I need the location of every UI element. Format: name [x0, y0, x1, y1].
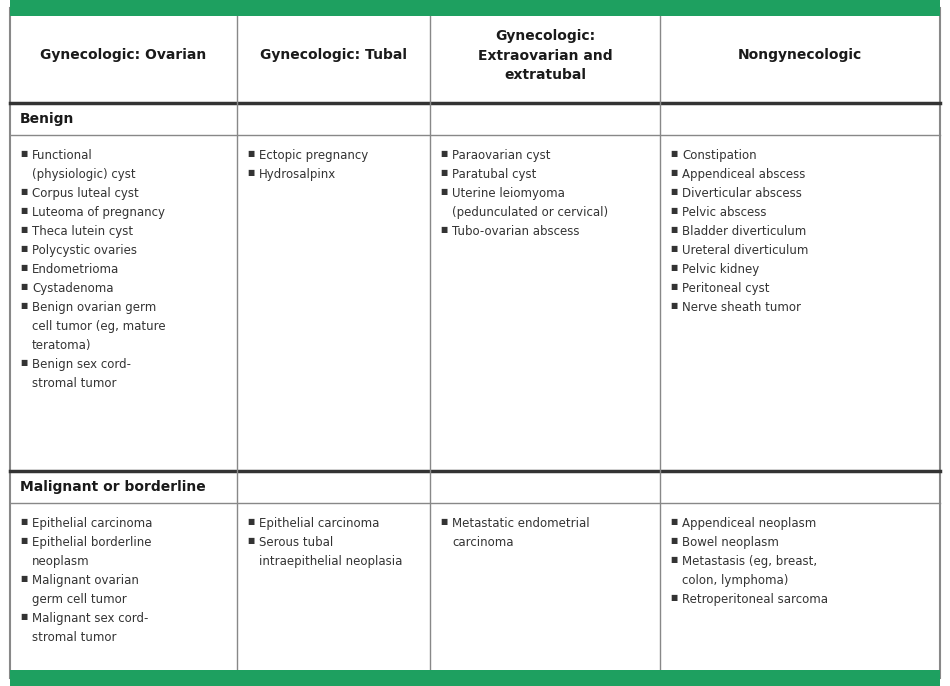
Text: Appendiceal neoplasm: Appendiceal neoplasm — [682, 517, 816, 530]
Text: Malignant ovarian: Malignant ovarian — [32, 574, 139, 587]
Text: Cystadenoma: Cystadenoma — [32, 282, 113, 295]
Bar — [10, 677, 940, 686]
Text: ■: ■ — [670, 517, 677, 526]
Text: Ectopic pregnancy: Ectopic pregnancy — [259, 149, 369, 162]
Text: ■: ■ — [247, 517, 255, 526]
Text: ■: ■ — [670, 187, 677, 196]
Bar — [10, 670, 940, 686]
Text: Serous tubal: Serous tubal — [259, 536, 333, 549]
Text: Peritoneal cyst: Peritoneal cyst — [682, 282, 770, 295]
Text: Hydrosalpinx: Hydrosalpinx — [259, 168, 336, 181]
Text: ■: ■ — [20, 517, 28, 526]
Text: ■: ■ — [20, 244, 28, 253]
Text: Nongynecologic: Nongynecologic — [738, 49, 863, 62]
Text: ■: ■ — [20, 536, 28, 545]
Text: Metastatic endometrial: Metastatic endometrial — [452, 517, 590, 530]
Text: Functional: Functional — [32, 149, 93, 162]
Bar — [10, 0, 940, 16]
Text: ■: ■ — [20, 574, 28, 583]
Text: Corpus luteal cyst: Corpus luteal cyst — [32, 187, 139, 200]
Text: ■: ■ — [20, 187, 28, 196]
Bar — [10, 471, 940, 503]
Text: neoplasm: neoplasm — [32, 555, 89, 568]
Text: Pelvic abscess: Pelvic abscess — [682, 206, 767, 219]
Text: Theca lutein cyst: Theca lutein cyst — [32, 225, 133, 238]
Text: Constipation: Constipation — [682, 149, 756, 162]
Text: Epithelial borderline: Epithelial borderline — [32, 536, 151, 549]
Text: ■: ■ — [247, 536, 255, 545]
Text: colon, lymphoma): colon, lymphoma) — [682, 574, 788, 587]
Text: ■: ■ — [20, 206, 28, 215]
Text: Diverticular abscess: Diverticular abscess — [682, 187, 802, 200]
Text: ■: ■ — [670, 149, 677, 158]
Text: ■: ■ — [670, 206, 677, 215]
Text: ■: ■ — [20, 263, 28, 272]
Text: Luteoma of pregnancy: Luteoma of pregnancy — [32, 206, 165, 219]
Text: (pedunculated or cervical): (pedunculated or cervical) — [452, 206, 608, 219]
Text: Retroperitoneal sarcoma: Retroperitoneal sarcoma — [682, 593, 828, 606]
Text: ■: ■ — [440, 225, 447, 234]
Bar — [10, 503, 940, 678]
Text: Metastasis (eg, breast,: Metastasis (eg, breast, — [682, 555, 817, 568]
Text: teratoma): teratoma) — [32, 339, 91, 352]
Text: ■: ■ — [670, 301, 677, 310]
Text: Gynecologic:
Extraovarian and
extratubal: Gynecologic: Extraovarian and extratubal — [478, 29, 613, 82]
Text: Benign ovarian germ: Benign ovarian germ — [32, 301, 156, 314]
Text: stromal tumor: stromal tumor — [32, 631, 117, 644]
Text: ■: ■ — [440, 187, 447, 196]
Text: Appendiceal abscess: Appendiceal abscess — [682, 168, 806, 181]
Text: Tubo-ovarian abscess: Tubo-ovarian abscess — [452, 225, 580, 238]
Text: Benign sex cord-: Benign sex cord- — [32, 358, 131, 371]
Text: cell tumor (eg, mature: cell tumor (eg, mature — [32, 320, 165, 333]
Text: ■: ■ — [247, 149, 255, 158]
Text: ■: ■ — [20, 301, 28, 310]
Text: carcinoma: carcinoma — [452, 536, 514, 549]
Bar — [10, 8, 940, 103]
Text: ■: ■ — [20, 149, 28, 158]
Text: Pelvic kidney: Pelvic kidney — [682, 263, 759, 276]
Text: ■: ■ — [20, 225, 28, 234]
Text: ■: ■ — [20, 358, 28, 367]
Text: ■: ■ — [440, 149, 447, 158]
Text: Bowel neoplasm: Bowel neoplasm — [682, 536, 779, 549]
Text: Endometrioma: Endometrioma — [32, 263, 120, 276]
Text: Nerve sheath tumor: Nerve sheath tumor — [682, 301, 801, 314]
Text: Gynecologic: Ovarian: Gynecologic: Ovarian — [40, 49, 207, 62]
Text: intraepithelial neoplasia: intraepithelial neoplasia — [259, 555, 403, 568]
Text: Ureteral diverticulum: Ureteral diverticulum — [682, 244, 808, 257]
Text: Paraovarian cyst: Paraovarian cyst — [452, 149, 550, 162]
Text: ■: ■ — [670, 168, 677, 177]
Text: (physiologic) cyst: (physiologic) cyst — [32, 168, 136, 181]
Bar — [10, 103, 940, 135]
Text: ■: ■ — [670, 282, 677, 291]
Text: Gynecologic: Tubal: Gynecologic: Tubal — [260, 49, 407, 62]
Text: ■: ■ — [670, 555, 677, 564]
Text: ■: ■ — [440, 168, 447, 177]
Text: stromal tumor: stromal tumor — [32, 377, 117, 390]
Text: Malignant sex cord-: Malignant sex cord- — [32, 612, 148, 625]
Text: Bladder diverticulum: Bladder diverticulum — [682, 225, 807, 238]
Bar — [10, 135, 940, 471]
Text: ■: ■ — [440, 517, 447, 526]
Text: ■: ■ — [670, 225, 677, 234]
Text: ■: ■ — [20, 282, 28, 291]
Text: Malignant or borderline: Malignant or borderline — [20, 480, 206, 494]
Text: ■: ■ — [670, 593, 677, 602]
Text: Polycystic ovaries: Polycystic ovaries — [32, 244, 137, 257]
Bar — [10, 0, 940, 15]
Text: ■: ■ — [247, 168, 255, 177]
Text: ■: ■ — [670, 536, 677, 545]
Text: Epithelial carcinoma: Epithelial carcinoma — [32, 517, 152, 530]
Text: Benign: Benign — [20, 112, 74, 126]
Text: ■: ■ — [20, 612, 28, 621]
Text: Epithelial carcinoma: Epithelial carcinoma — [259, 517, 379, 530]
Text: Uterine leiomyoma: Uterine leiomyoma — [452, 187, 565, 200]
Text: ■: ■ — [670, 263, 677, 272]
Text: ■: ■ — [670, 244, 677, 253]
Text: germ cell tumor: germ cell tumor — [32, 593, 126, 606]
Text: Paratubal cyst: Paratubal cyst — [452, 168, 537, 181]
